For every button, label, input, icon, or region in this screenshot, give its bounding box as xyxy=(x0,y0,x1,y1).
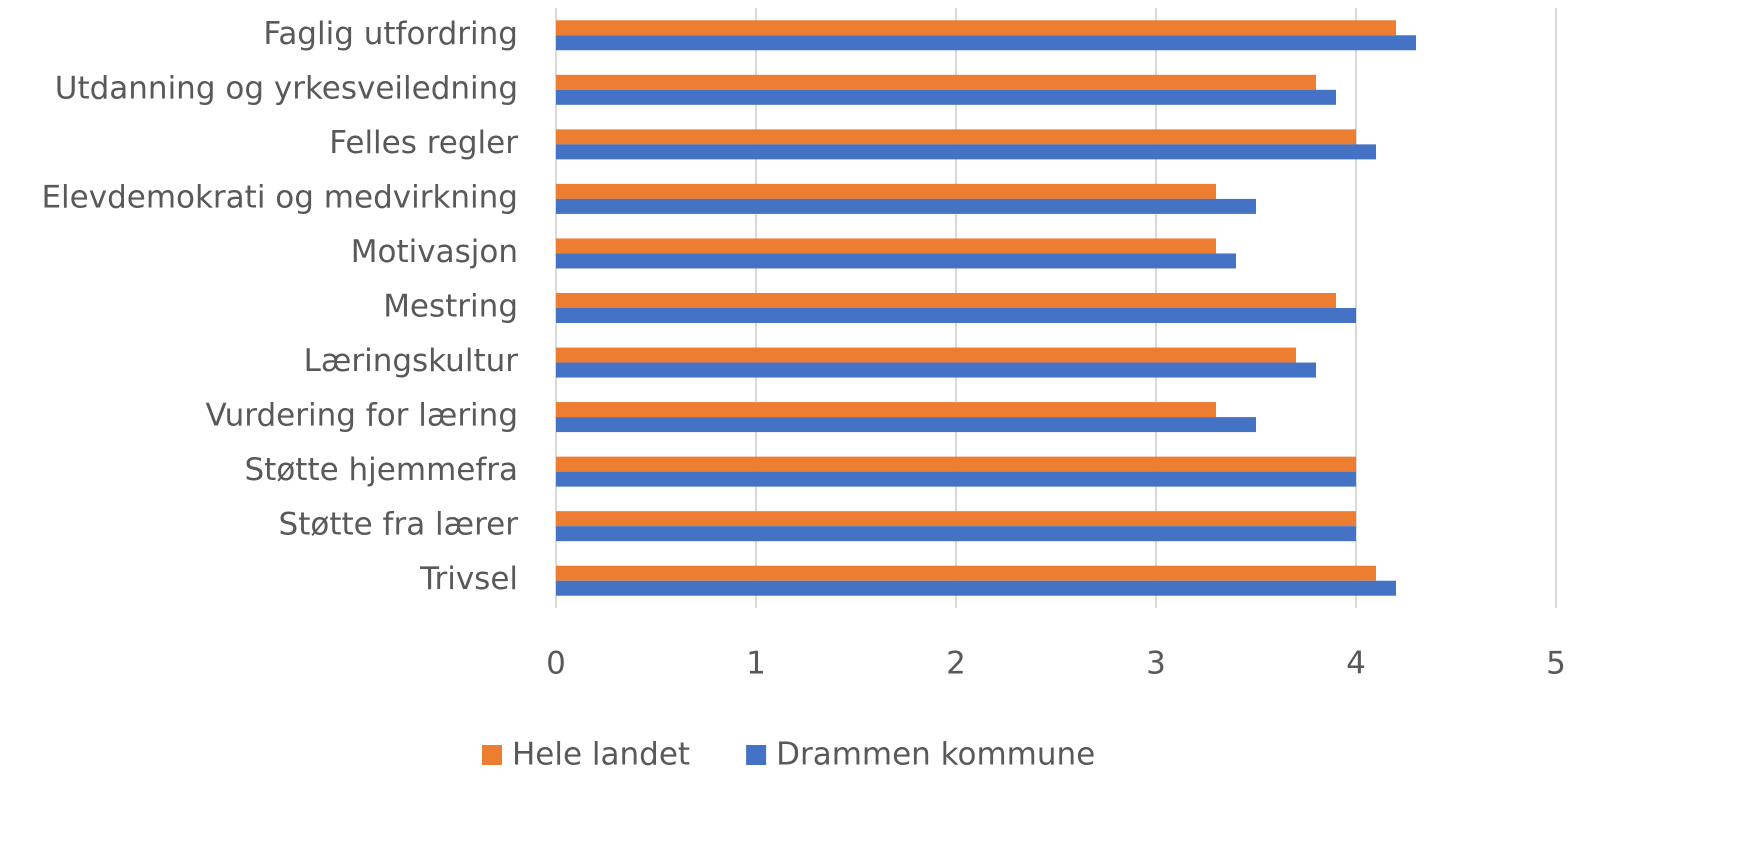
bar xyxy=(556,402,1216,418)
bar xyxy=(556,456,1356,472)
bar xyxy=(556,580,1396,596)
y-tick-label: Støtte fra lærer xyxy=(279,507,519,543)
y-tick-label: Elevdemokrati og medvirkning xyxy=(41,179,518,215)
y-tick-label: Mestring xyxy=(383,289,518,325)
bar xyxy=(556,20,1396,36)
bar xyxy=(556,362,1316,378)
y-tick-label: Faglig utfordring xyxy=(263,16,518,52)
bar xyxy=(556,511,1356,527)
bar xyxy=(556,526,1356,542)
x-tick-label: 4 xyxy=(1346,646,1366,682)
y-tick-label: Motivasjon xyxy=(351,234,518,270)
bar xyxy=(556,347,1296,363)
legend-label: Hele landet xyxy=(512,737,690,773)
bar xyxy=(556,293,1336,308)
x-tick-label: 5 xyxy=(1546,646,1566,682)
bar xyxy=(556,565,1376,581)
bar xyxy=(556,89,1336,105)
y-tick-label: Felles regler xyxy=(329,125,518,161)
bar xyxy=(556,129,1356,145)
bar xyxy=(556,74,1316,90)
y-tick-label: Trivsel xyxy=(419,561,518,597)
bar xyxy=(556,253,1236,269)
y-tick-label: Vurdering for læring xyxy=(206,398,518,434)
bar xyxy=(556,238,1216,254)
x-tick-label: 3 xyxy=(1146,646,1166,682)
bar xyxy=(556,183,1216,199)
y-tick-label: Støtte hjemmefra xyxy=(245,452,519,488)
bar xyxy=(556,144,1376,160)
x-tick-label: 1 xyxy=(746,646,766,682)
x-tick-label: 0 xyxy=(546,646,566,682)
x-tick-label: 2 xyxy=(946,646,966,682)
y-tick-label: Utdanning og yrkesveiledning xyxy=(55,70,518,106)
bar xyxy=(556,198,1256,214)
bar xyxy=(556,308,1356,323)
legend-swatch xyxy=(482,745,502,765)
bar xyxy=(556,417,1256,433)
bar xyxy=(556,471,1356,487)
legend-swatch xyxy=(746,745,767,765)
bar xyxy=(556,35,1416,51)
y-tick-label: Læringskultur xyxy=(304,343,519,379)
legend-label: Drammen kommune xyxy=(776,737,1095,773)
